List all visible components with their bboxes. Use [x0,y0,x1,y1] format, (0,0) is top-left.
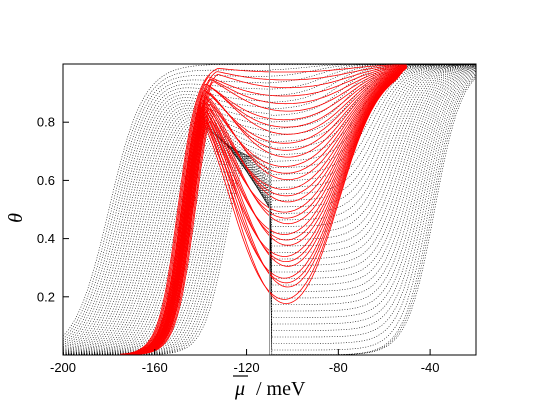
x-tick-label: -40 [421,360,440,375]
black-curve [62,64,476,340]
x-tick-label: -80 [329,360,348,375]
black-curve [63,67,477,355]
black-curve [62,64,476,355]
red-curve [120,67,407,356]
black-curve [62,64,476,353]
black-curve [62,64,476,355]
red-curves [120,64,407,356]
black-curve [62,64,476,352]
black-curve [63,76,477,355]
y-tick-label: 0.2 [37,289,55,304]
red-curve [120,67,407,356]
black-curve [63,64,476,355]
black-curve [63,73,477,355]
y-tick-label: 0.6 [37,173,55,188]
red-curve [120,66,407,355]
y-axis-label: θ [5,213,27,223]
red-curve [120,67,407,356]
red-curve [120,66,407,356]
red-curve [120,67,407,355]
red-curve [120,67,407,356]
x-axis-label-symbol: μ [234,378,245,400]
red-curve [120,67,407,356]
red-curve [120,67,407,356]
black-curve [62,64,476,350]
red-curve [120,67,407,356]
red-curve [120,66,407,355]
x-axis-label: μ / meV [233,375,306,400]
red-curve [120,65,407,355]
red-curve [120,67,407,356]
red-curve [120,66,407,355]
y-tick-label: 0.4 [37,231,55,246]
red-curve [120,67,407,356]
black-curve [62,64,476,355]
black-curve [62,64,476,353]
black-curve [62,64,476,355]
x-tick-label: -200 [50,360,76,375]
black-curve [63,72,477,355]
red-curve [120,67,407,355]
plot-frame [62,63,477,356]
black-curve [63,77,477,355]
black-curve [63,64,477,355]
x-axis-label-unit: / meV [256,378,306,400]
red-curve [120,67,407,355]
x-tick-label: -120 [234,360,260,375]
black-curve [63,64,477,355]
black-curve [62,64,476,354]
black-curve [63,64,477,355]
black-curve [62,64,476,355]
red-curve [120,67,407,355]
red-curve [120,67,407,356]
red-curve [120,67,407,355]
black-curve [63,74,477,355]
red-curve [120,64,407,355]
black-curve [62,64,476,354]
y-axis-ticks: 0.2 0.4 0.6 0.8 [37,115,69,304]
x-axis-ticks: -200 -160 -120 -80 -40 [50,349,440,375]
red-curve [120,64,407,355]
red-curve [120,66,407,356]
y-tick-label: 0.8 [37,115,55,130]
red-curve [120,67,407,356]
black-curve [63,67,477,355]
x-tick-label: -160 [142,360,168,375]
